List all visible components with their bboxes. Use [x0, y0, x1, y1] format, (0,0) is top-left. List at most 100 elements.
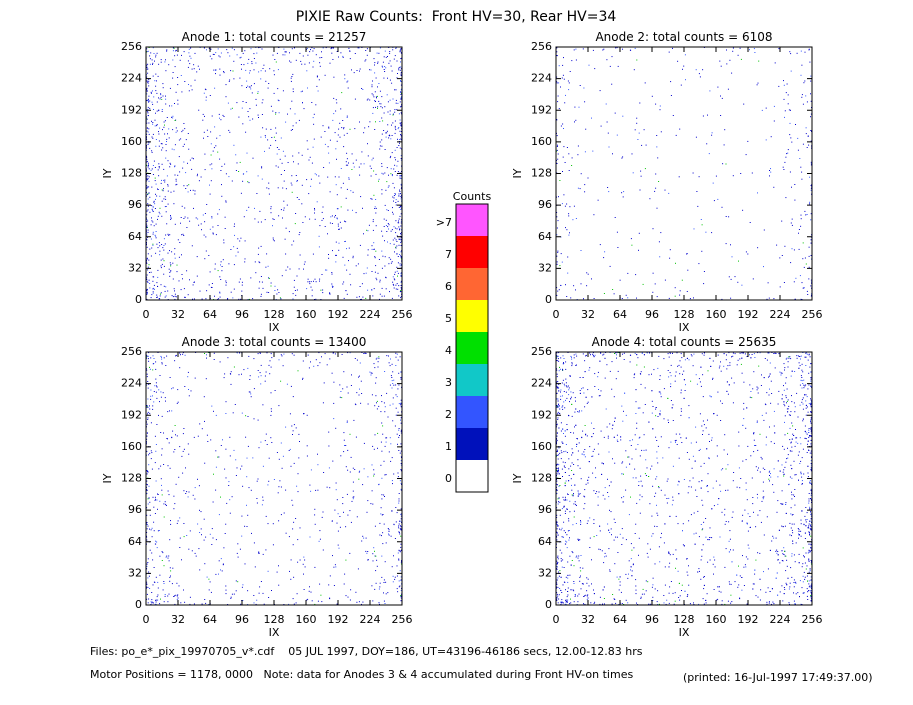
count-dot: [769, 388, 770, 390]
count-dot: [782, 445, 784, 447]
count-dot: [390, 168, 392, 170]
count-dot: [165, 103, 167, 105]
count-dot: [560, 284, 562, 286]
count-dot: [244, 563, 246, 565]
count-dot: [611, 56, 613, 58]
count-dot: [248, 116, 250, 118]
count-dot: [770, 402, 772, 404]
count-dot: [646, 352, 648, 354]
count-dot: [275, 112, 277, 114]
count-dot: [191, 245, 193, 247]
count-dot: [688, 486, 690, 488]
count-dot: [156, 385, 157, 387]
count-dot: [381, 498, 383, 500]
count-dot: [740, 478, 742, 479]
count-dot: [171, 251, 173, 253]
count-dot: [155, 237, 157, 239]
count-dot: [266, 291, 268, 293]
count-dot: [631, 549, 633, 551]
count-dot: [586, 285, 588, 287]
count-dot: [393, 58, 395, 60]
count-dot: [314, 173, 316, 175]
count-dot: [217, 48, 219, 50]
count-dot: [399, 51, 401, 53]
count-dot: [230, 371, 232, 373]
count-dot: [380, 411, 382, 413]
count-dot: [210, 131, 212, 133]
count-dot: [810, 466, 812, 468]
count-dot: [556, 521, 558, 523]
count-dot: [163, 503, 165, 505]
count-dot: [810, 164, 812, 166]
count-dot: [287, 113, 288, 115]
count-dot: [247, 181, 249, 183]
count-dot: [280, 486, 282, 488]
count-dot: [779, 286, 781, 288]
count-dot: [558, 594, 560, 596]
count-dot: [638, 437, 640, 439]
count-dot: [753, 583, 755, 585]
count-dot: [672, 465, 674, 467]
count-dot: [199, 290, 201, 292]
count-dot: [374, 100, 376, 102]
count-dot: [774, 352, 776, 354]
count-dot: [241, 107, 243, 109]
count-dot: [561, 77, 563, 79]
count-dot: [810, 279, 812, 281]
count-dot: [565, 576, 567, 578]
count-dot: [192, 189, 194, 191]
count-dot: [152, 122, 154, 123]
count-dot: [371, 86, 373, 88]
count-dot: [607, 132, 609, 134]
count-dot: [398, 384, 400, 386]
count-dot: [389, 243, 391, 245]
count-dot: [621, 405, 623, 407]
count-dot: [575, 365, 577, 366]
count-dot: [189, 63, 191, 65]
count-dot: [257, 353, 259, 355]
count-dot: [364, 60, 366, 62]
count-dot: [795, 542, 797, 544]
count-dot: [172, 262, 174, 264]
count-dot: [290, 77, 292, 79]
count-dot: [801, 377, 803, 378]
count-dot: [687, 269, 689, 271]
count-dot: [188, 48, 190, 50]
count-dot: [705, 602, 707, 604]
count-dot: [808, 429, 810, 431]
count-dot: [675, 567, 676, 569]
count-dot: [280, 354, 282, 356]
count-dot: [388, 533, 389, 535]
count-dot: [335, 482, 337, 484]
count-dot: [810, 515, 812, 517]
count-dot: [655, 415, 657, 417]
count-dot: [146, 373, 148, 375]
count-dot: [273, 70, 275, 72]
count-dot: [794, 184, 796, 185]
count-dot: [381, 172, 383, 174]
count-dot: [382, 514, 384, 515]
count-dot: [586, 599, 588, 601]
count-dot: [561, 508, 563, 510]
count-dot: [690, 354, 692, 356]
count-dot: [333, 585, 335, 586]
count-dot: [599, 549, 601, 551]
count-dot: [388, 185, 390, 187]
count-dot: [566, 452, 568, 453]
count-dot: [770, 168, 771, 170]
count-dot: [400, 371, 402, 373]
count-dot: [149, 549, 151, 551]
count-dot: [148, 571, 150, 573]
count-dot: [398, 220, 399, 222]
count-dot: [787, 408, 789, 410]
count-dot: [285, 227, 287, 229]
count-dot: [392, 114, 394, 116]
count-dot: [398, 244, 400, 246]
count-dot: [757, 552, 759, 554]
count-dot: [351, 153, 353, 155]
count-dot: [806, 519, 808, 520]
count-dot: [558, 454, 560, 456]
count-dot: [378, 483, 380, 485]
count-dot: [343, 432, 345, 434]
count-dot: [679, 360, 681, 362]
